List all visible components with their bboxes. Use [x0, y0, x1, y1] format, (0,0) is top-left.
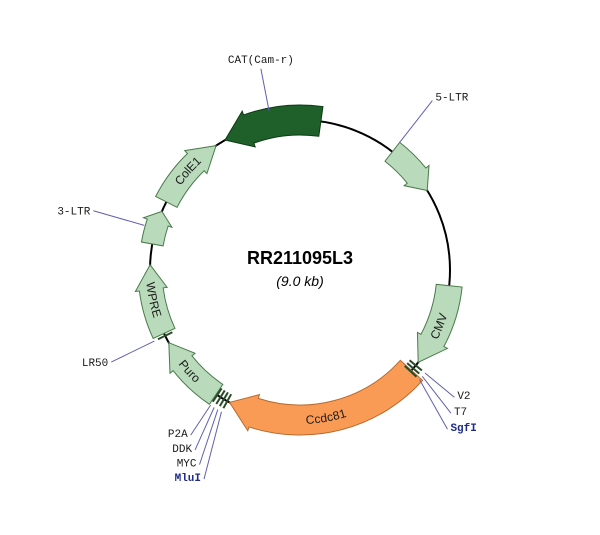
ext-label-myc: MYC — [177, 459, 197, 471]
ext-label-cat(cam-r): CAT(Cam-r) — [228, 55, 294, 67]
ext-label-v2: V2 — [457, 391, 470, 403]
ext-label-5-ltr: 5-LTR — [435, 93, 468, 105]
leader-3-ltr — [93, 211, 144, 226]
leader-lr50 — [111, 341, 154, 362]
ext-label-ddk: DDK — [172, 444, 192, 456]
ext-label-t7: T7 — [454, 407, 467, 419]
segment-cat — [225, 105, 323, 147]
segment-3-ltr — [141, 211, 171, 245]
plasmid-size: (9.0 kb) — [276, 273, 323, 289]
ext-label-3-ltr: 3-LTR — [57, 207, 90, 219]
leader-sgfi — [419, 379, 447, 429]
leader-mlui — [204, 412, 221, 479]
leader-t7 — [422, 376, 451, 413]
plasmid-map: CMVCcdc81PuroWPREColE15-LTRCAT(Cam-r)3-L… — [0, 0, 600, 535]
leader-cat(cam-r) — [261, 69, 269, 111]
ext-label-p2a: P2A — [168, 429, 188, 441]
ext-label-mlui: MluI — [175, 473, 201, 485]
plasmid-title: RR211095L3 — [247, 248, 353, 268]
ext-label-sgfi: SgfI — [450, 423, 476, 435]
leader-p2a — [191, 405, 211, 435]
segment-5-ltr — [385, 142, 429, 190]
leader-5-ltr — [400, 101, 433, 143]
ext-label-lr50: LR50 — [82, 358, 108, 370]
